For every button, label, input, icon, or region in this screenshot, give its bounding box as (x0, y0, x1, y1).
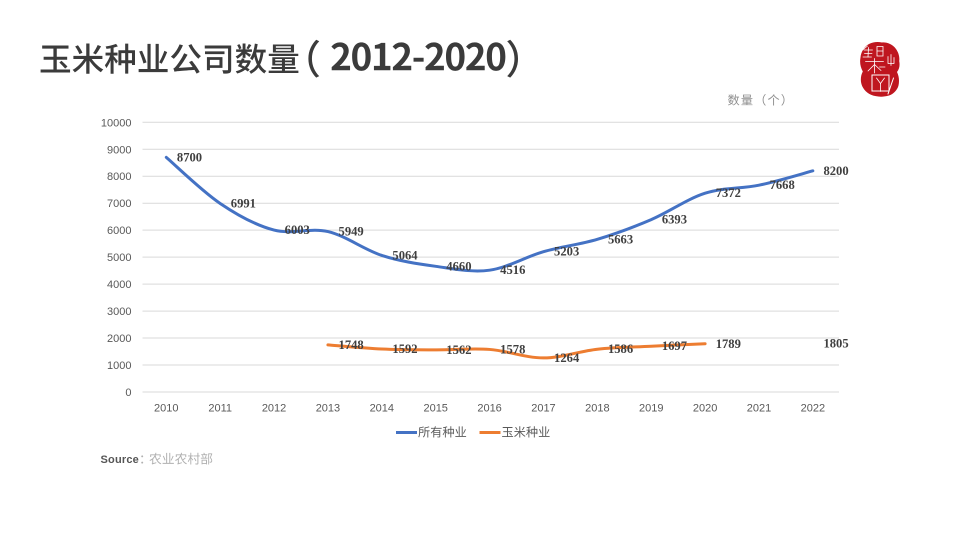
svg-text:5203: 5203 (554, 245, 579, 259)
svg-text:10000: 10000 (101, 117, 132, 129)
svg-text:4660: 4660 (446, 259, 471, 273)
svg-text:1805: 1805 (823, 336, 848, 350)
svg-text:5663: 5663 (608, 232, 633, 246)
svg-text:6393: 6393 (662, 213, 687, 227)
svg-text:7668: 7668 (770, 178, 795, 192)
svg-text:1586: 1586 (608, 342, 633, 356)
svg-text:1697: 1697 (662, 339, 687, 353)
svg-text:1789: 1789 (716, 337, 741, 351)
svg-text:7000: 7000 (107, 198, 131, 210)
svg-text:6000: 6000 (107, 225, 131, 237)
svg-text:2022: 2022 (801, 403, 825, 415)
svg-text:2012: 2012 (262, 403, 286, 415)
svg-text:8200: 8200 (823, 164, 848, 178)
svg-text:2017: 2017 (531, 403, 555, 415)
svg-text:4516: 4516 (500, 263, 525, 277)
svg-text:1748: 1748 (339, 338, 364, 352)
svg-text:7372: 7372 (716, 186, 741, 200)
svg-text:5064: 5064 (392, 248, 418, 262)
svg-text:2016: 2016 (477, 403, 501, 415)
svg-text:2021: 2021 (747, 403, 771, 415)
svg-text:5949: 5949 (339, 225, 364, 239)
svg-text:5000: 5000 (107, 252, 131, 264)
svg-text:2000: 2000 (107, 333, 131, 345)
svg-text:2015: 2015 (423, 403, 447, 415)
svg-text:2013: 2013 (316, 403, 340, 415)
svg-text:1562: 1562 (446, 343, 471, 357)
svg-text:2011: 2011 (208, 403, 232, 415)
svg-text:0: 0 (125, 387, 131, 399)
svg-text:9000: 9000 (107, 144, 131, 156)
svg-text:2020: 2020 (693, 403, 717, 415)
svg-text:1592: 1592 (392, 342, 417, 356)
svg-text:6003: 6003 (285, 223, 310, 237)
svg-text:1000: 1000 (107, 360, 131, 372)
svg-text:8000: 8000 (107, 171, 131, 183)
svg-text:6991: 6991 (231, 196, 256, 210)
svg-text:1264: 1264 (554, 351, 580, 365)
svg-text:4000: 4000 (107, 279, 131, 291)
svg-text:2019: 2019 (639, 403, 663, 415)
svg-text:Source: Source (101, 454, 140, 466)
svg-text:3000: 3000 (107, 306, 131, 318)
svg-text:2018: 2018 (585, 403, 609, 415)
svg-text:1578: 1578 (500, 342, 525, 356)
svg-text:8700: 8700 (177, 150, 202, 164)
svg-text:2010: 2010 (154, 403, 178, 415)
svg-text:2014: 2014 (370, 403, 394, 415)
